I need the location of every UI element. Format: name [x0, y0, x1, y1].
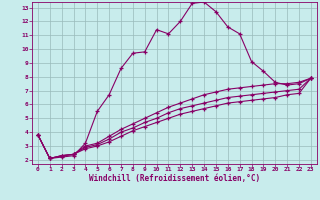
X-axis label: Windchill (Refroidissement éolien,°C): Windchill (Refroidissement éolien,°C)	[89, 174, 260, 183]
